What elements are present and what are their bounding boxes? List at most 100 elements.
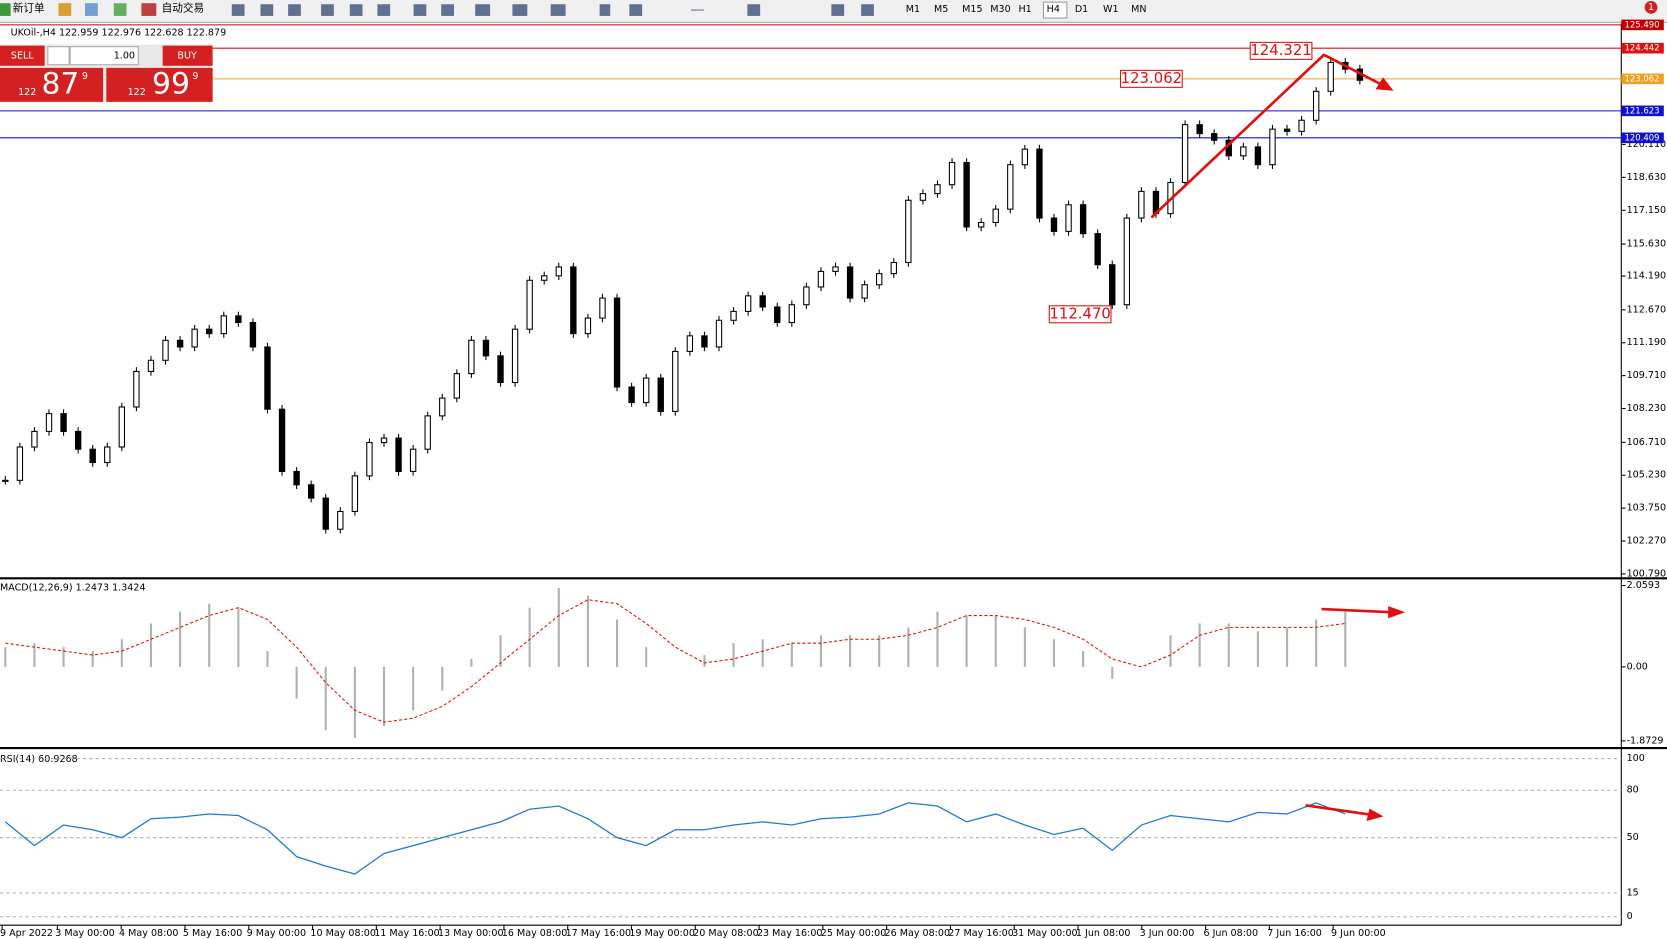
timeframe-button[interactable]: D1 [1075, 4, 1088, 15]
arrow-head [1366, 808, 1384, 821]
price-level-tag [1621, 19, 1664, 31]
candle [147, 359, 155, 372]
candle [395, 437, 402, 472]
candle [744, 295, 752, 312]
x-tick-label: 4 May 08:00 [119, 928, 178, 939]
candle [672, 350, 679, 412]
toolbar-icon[interactable] [377, 4, 391, 16]
sell-label: SELL [11, 51, 34, 62]
candle [118, 406, 126, 448]
candle [555, 266, 562, 277]
candle [220, 315, 227, 335]
toolbar-icon[interactable] [113, 3, 127, 16]
x-tick-label: 7 Jun 16:00 [1267, 928, 1322, 939]
candle [890, 261, 897, 275]
candle [497, 355, 504, 384]
price-annotation: 124.321 [1250, 41, 1312, 59]
auto-trading-button[interactable]: 自动交易 [162, 1, 204, 14]
candle [1196, 124, 1203, 135]
price-annotation-box [1120, 69, 1183, 88]
new-order-icon[interactable] [0, 3, 11, 16]
candle [104, 446, 111, 464]
timeframe-button[interactable]: M15 [962, 4, 982, 15]
timeframe-button[interactable]: M1 [906, 4, 920, 15]
toolbar-icon[interactable] [747, 4, 761, 16]
y-tick-label: 117.150 [1627, 205, 1667, 216]
toolbar-icon[interactable] [691, 9, 704, 11]
x-tick-label: 13 May 00:00 [438, 928, 504, 939]
x-tick-label: 27 May 16:00 [948, 928, 1014, 939]
toolbar-icon[interactable] [349, 4, 363, 16]
timeframe-button[interactable]: W1 [1103, 4, 1119, 15]
timeframe-button[interactable]: MN [1131, 4, 1146, 15]
toolbar-icon[interactable] [58, 3, 72, 16]
x-tick-label: 6 Jun 08:00 [1203, 928, 1258, 939]
timeframe-button[interactable]: M30 [990, 4, 1010, 15]
candle [628, 386, 635, 404]
toolbar-icon[interactable] [260, 4, 274, 16]
candle [439, 397, 446, 417]
y-tick-label: 115.630 [1627, 239, 1667, 250]
candle [817, 270, 825, 288]
timeframe-active [1042, 1, 1068, 19]
ask-big: 122 [128, 87, 146, 98]
toolbar-icon[interactable] [231, 4, 245, 16]
toolbar-icon[interactable] [599, 4, 611, 16]
candle [511, 328, 519, 384]
candle [599, 297, 606, 319]
y-tick-label: 0.00 [1627, 661, 1648, 672]
lot-input[interactable] [69, 46, 139, 66]
candle [861, 284, 868, 299]
price-level-label: 120.409 [1624, 133, 1659, 143]
lot-dropdown[interactable] [47, 46, 70, 66]
buy-label: BUY [177, 51, 197, 62]
ask-box[interactable] [106, 67, 213, 102]
candle [686, 335, 694, 352]
y-tick-label: 111.190 [1627, 337, 1667, 348]
price-level-label: 121.623 [1624, 106, 1659, 116]
x-tick-label: 16 May 08:00 [502, 928, 568, 939]
candle [453, 373, 461, 399]
toolbar-icon[interactable] [512, 4, 528, 16]
candle [1050, 217, 1058, 232]
candle [482, 339, 490, 357]
x-tick-label: 9 May 00:00 [247, 928, 306, 939]
rsi-title: RSI(14) 60.9268 [0, 754, 78, 765]
sell-button[interactable] [0, 45, 45, 66]
candle [1211, 133, 1218, 141]
toolbar-icon[interactable] [441, 4, 454, 16]
price-annotation: 112.470 [1049, 304, 1111, 322]
candle [60, 413, 67, 432]
candle [1094, 233, 1101, 266]
toolbar-icon[interactable] [85, 3, 98, 16]
buy-button[interactable] [162, 45, 213, 66]
new-order-button[interactable]: 新订单 [13, 1, 45, 14]
timeframe-button[interactable]: M5 [934, 4, 948, 15]
candle [1254, 146, 1262, 166]
candle [788, 304, 796, 324]
candle [2, 479, 9, 482]
notification-badge[interactable] [1644, 1, 1658, 14]
candle [1327, 61, 1334, 92]
toolbar-icon[interactable] [475, 4, 491, 16]
toolbar-icon[interactable] [413, 4, 427, 16]
candle [919, 193, 927, 201]
candle [905, 199, 912, 264]
y-tick-label: 50 [1627, 832, 1639, 843]
toolbar-icon[interactable] [629, 4, 643, 16]
toolbar-icon[interactable] [550, 4, 566, 16]
timeframe-button[interactable]: H1 [1018, 4, 1031, 15]
y-tick-label: 106.710 [1627, 437, 1667, 448]
price-level-tag [1621, 132, 1664, 144]
candle [31, 430, 38, 448]
candle [1138, 190, 1145, 219]
toolbar-icon[interactable] [861, 4, 874, 16]
toolbar-icon[interactable] [831, 4, 845, 16]
timeframe-button[interactable]: H4 [1047, 4, 1060, 15]
auto-trading-icon[interactable] [141, 3, 157, 16]
price-level-tag [1621, 73, 1664, 85]
toolbar-icon[interactable] [321, 4, 334, 16]
toolbar-icon[interactable] [288, 4, 301, 16]
bid-box[interactable] [0, 67, 104, 102]
